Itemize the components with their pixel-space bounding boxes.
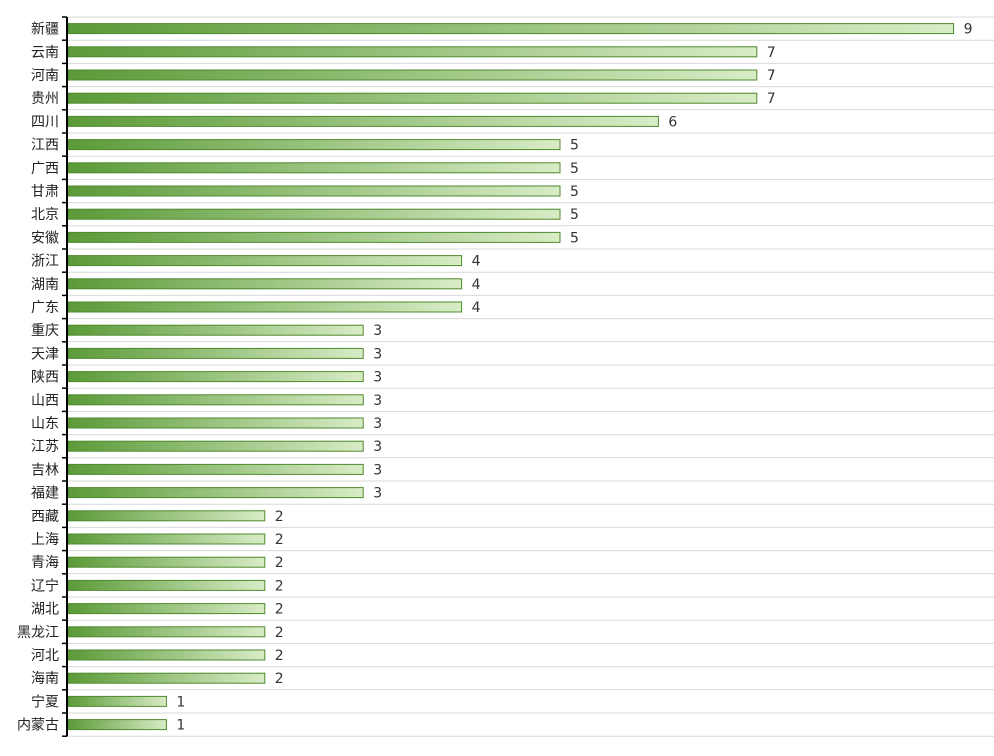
- bar-30: [67, 695, 167, 707]
- data-label: 1: [176, 694, 185, 710]
- bar-4: [67, 92, 758, 104]
- category-label: 江西: [31, 138, 59, 154]
- category-label: 湖南: [31, 277, 59, 293]
- bar-15: [67, 347, 364, 359]
- data-label: 3: [373, 370, 382, 386]
- bars: [67, 23, 955, 731]
- bar-20: [67, 463, 364, 475]
- data-label: 2: [275, 625, 284, 641]
- category-label: 河北: [31, 648, 59, 664]
- bar-11: [67, 255, 463, 267]
- category-label: 黑龙江: [17, 625, 59, 641]
- data-label: 2: [275, 602, 284, 618]
- bar-17: [67, 394, 364, 406]
- data-label: 2: [275, 671, 284, 687]
- category-label: 上海: [31, 532, 59, 548]
- bar-12: [67, 278, 463, 290]
- category-label: 新疆: [31, 22, 59, 38]
- data-label: 3: [373, 486, 382, 502]
- bar-10: [67, 231, 561, 243]
- data-label: 3: [373, 346, 382, 362]
- category-label: 贵州: [31, 91, 59, 107]
- bar-2: [67, 46, 758, 58]
- labels: 新疆 9 云南 7 河南 7 贵州 7 四川 6 江西 5 广西 5 甘肃 5 北京 5 安徽 5 浙江 4 湖南 4 广东 4 重…: [17, 22, 973, 734]
- category-label: 江苏: [31, 439, 59, 455]
- bar-7: [67, 162, 561, 174]
- category-label: 广西: [31, 161, 59, 177]
- bar-29: [67, 672, 266, 684]
- category-label: 辽宁: [31, 577, 59, 594]
- data-label: 5: [570, 138, 579, 154]
- category-label: 天津: [31, 346, 59, 362]
- bar-1: [67, 23, 955, 35]
- data-label: 4: [472, 300, 481, 316]
- category-label: 宁夏: [31, 693, 59, 710]
- category-label: 山西: [31, 393, 59, 409]
- category-label: 内蒙古: [17, 718, 59, 734]
- bar-14: [67, 324, 364, 336]
- category-label: 西藏: [31, 509, 59, 525]
- data-label: 2: [275, 532, 284, 548]
- data-label: 4: [472, 254, 481, 270]
- bar-28: [67, 649, 266, 661]
- bar-31: [67, 719, 167, 731]
- category-label: 安徽: [31, 230, 59, 246]
- y-axis: [62, 16, 68, 737]
- data-label: 5: [570, 230, 579, 246]
- bar-27: [67, 626, 266, 638]
- data-label: 7: [767, 91, 776, 107]
- bar-5: [67, 115, 659, 127]
- data-label: 3: [373, 323, 382, 339]
- data-label: 7: [767, 45, 776, 61]
- category-label: 浙江: [31, 254, 59, 270]
- bar-8: [67, 185, 561, 197]
- bar-9: [67, 208, 561, 220]
- data-label: 3: [373, 462, 382, 478]
- data-label: 5: [570, 161, 579, 177]
- category-label: 北京: [31, 207, 59, 223]
- category-label: 广东: [31, 300, 59, 316]
- category-label: 青海: [31, 555, 59, 571]
- bar-24: [67, 556, 266, 568]
- category-label: 河南: [31, 68, 59, 84]
- data-label: 2: [275, 555, 284, 571]
- bar-3: [67, 69, 758, 81]
- data-label: 5: [570, 207, 579, 223]
- category-label: 陕西: [31, 370, 59, 386]
- data-label: 9: [964, 22, 973, 38]
- data-label: 4: [472, 277, 481, 293]
- bar-26: [67, 603, 266, 615]
- data-label: 1: [176, 718, 185, 734]
- bar-21: [67, 487, 364, 499]
- data-label: 3: [373, 416, 382, 432]
- data-label: 6: [668, 114, 677, 130]
- category-label: 甘肃: [31, 184, 59, 200]
- bar-22: [67, 510, 266, 522]
- data-label: 2: [275, 648, 284, 664]
- bar-6: [67, 139, 561, 151]
- bar-18: [67, 417, 364, 429]
- bar-19: [67, 440, 364, 452]
- bar-25: [67, 579, 266, 591]
- bar-16: [67, 371, 364, 383]
- category-label: 福建: [31, 486, 59, 502]
- data-label: 2: [275, 578, 284, 594]
- data-label: 2: [275, 509, 284, 525]
- gridlines: [67, 16, 994, 737]
- category-label: 云南: [31, 45, 59, 61]
- category-label: 四川: [31, 114, 59, 130]
- category-label: 海南: [31, 671, 59, 687]
- category-label: 重庆: [31, 323, 59, 339]
- data-label: 5: [570, 184, 579, 200]
- data-label: 3: [373, 393, 382, 409]
- data-label: 7: [767, 68, 776, 84]
- category-label: 湖北: [31, 602, 59, 618]
- category-label: 山东: [31, 416, 59, 432]
- category-label: 吉林: [31, 462, 59, 478]
- data-label: 3: [373, 439, 382, 455]
- bar-13: [67, 301, 463, 313]
- bar-23: [67, 533, 266, 545]
